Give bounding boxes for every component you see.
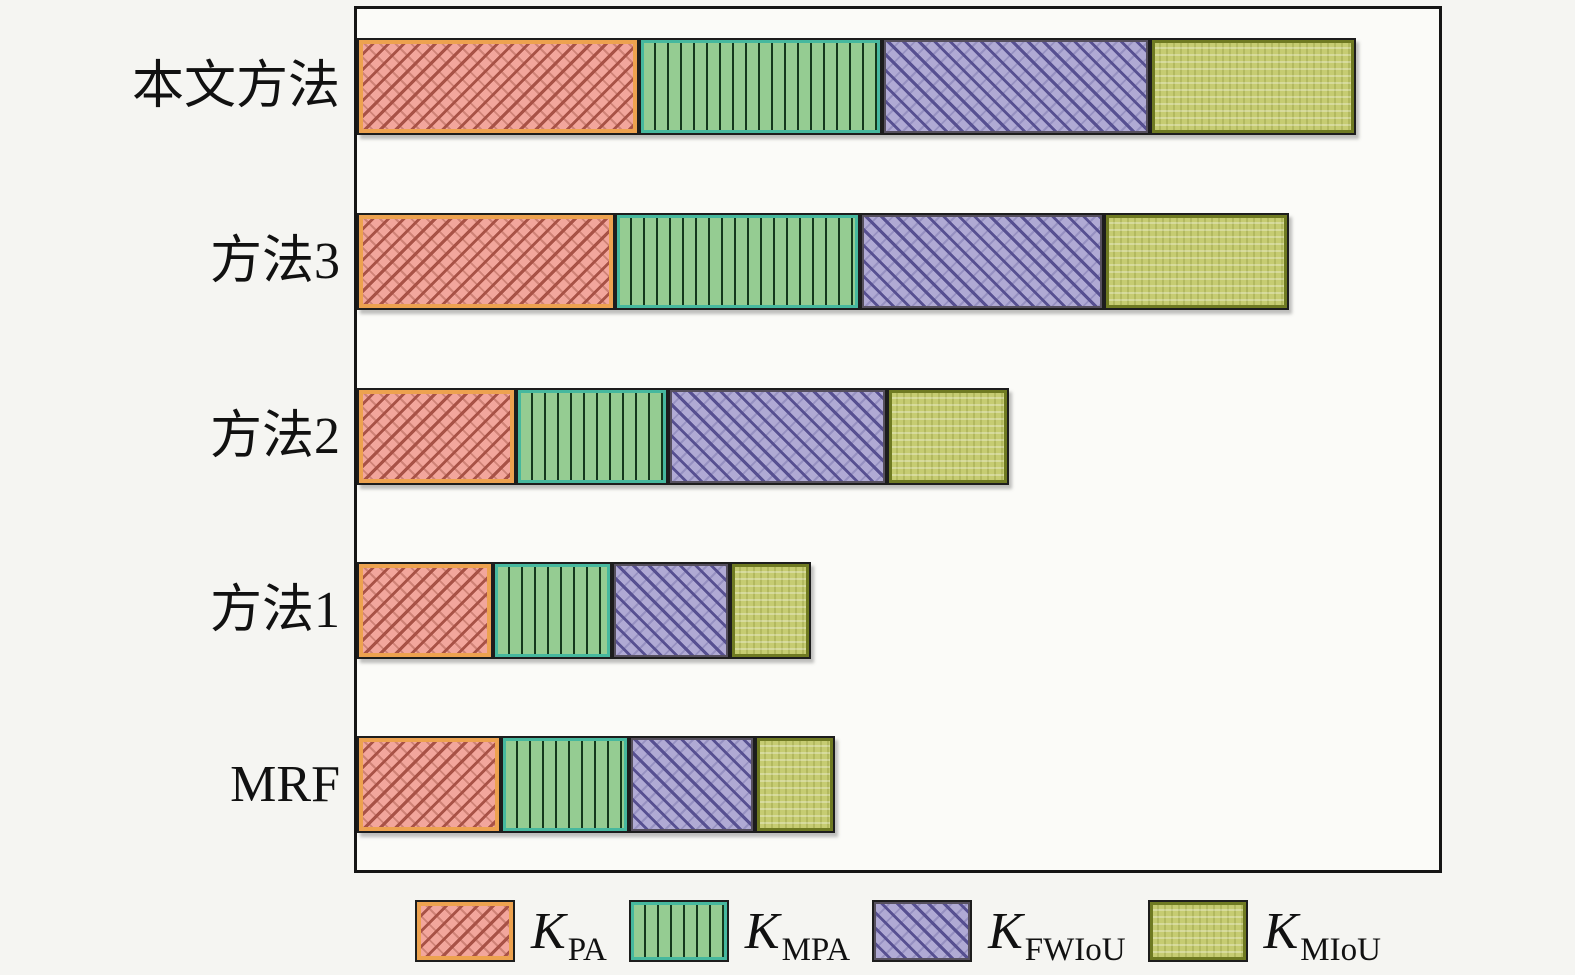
legend-swatch-miou (1147, 900, 1248, 962)
legend-label-miou: KMIoU (1263, 902, 1381, 968)
legend-swatch-pa (415, 900, 516, 962)
segment-mpa (614, 213, 861, 310)
legend-label-mpa: KMPA (744, 902, 851, 968)
plot-area (354, 6, 1442, 873)
legend-label-pa: KPA (531, 902, 607, 968)
legend-label-fwiou: KFWIoU (988, 902, 1126, 968)
segment-miou (730, 562, 812, 659)
segment-pa (357, 388, 517, 485)
segment-miou (887, 388, 1010, 485)
legend-item-mpa: KMPA (628, 900, 851, 968)
segment-fwiou (628, 736, 756, 833)
segment-fwiou (667, 388, 888, 485)
y-axis-label: MRF (230, 755, 340, 813)
segment-pa (357, 38, 640, 135)
y-axis-label: 方法1 (209, 581, 340, 639)
bar-row-4 (357, 562, 812, 659)
segment-mpa (639, 38, 882, 135)
segment-fwiou (860, 213, 1104, 310)
legend: KPA KMPA KFWIoU KMIoU (354, 890, 1442, 972)
legend-item-miou: KMIoU (1147, 900, 1381, 968)
segment-pa (357, 562, 494, 659)
segment-miou (1150, 38, 1356, 135)
bar-row-1 (357, 38, 1356, 135)
segment-mpa (493, 562, 613, 659)
segment-pa (357, 213, 615, 310)
bar-row-3 (357, 388, 1010, 485)
segment-pa (357, 736, 501, 833)
segment-mpa (500, 736, 629, 833)
y-axis-label: 本文方法 (131, 57, 340, 115)
segment-fwiou (881, 38, 1151, 135)
y-axis-label: 方法2 (209, 407, 340, 465)
legend-item-fwiou: KFWIoU (872, 900, 1126, 968)
legend-swatch-mpa (628, 900, 729, 962)
legend-item-pa: KPA (415, 900, 607, 968)
segment-mpa (516, 388, 668, 485)
y-axis-label: 方法3 (209, 232, 340, 290)
legend-swatch-fwiou (872, 900, 973, 962)
bar-row-5 (357, 736, 836, 833)
segment-miou (755, 736, 836, 833)
bar-row-2 (357, 213, 1289, 310)
segment-fwiou (612, 562, 731, 659)
segment-miou (1103, 213, 1289, 310)
